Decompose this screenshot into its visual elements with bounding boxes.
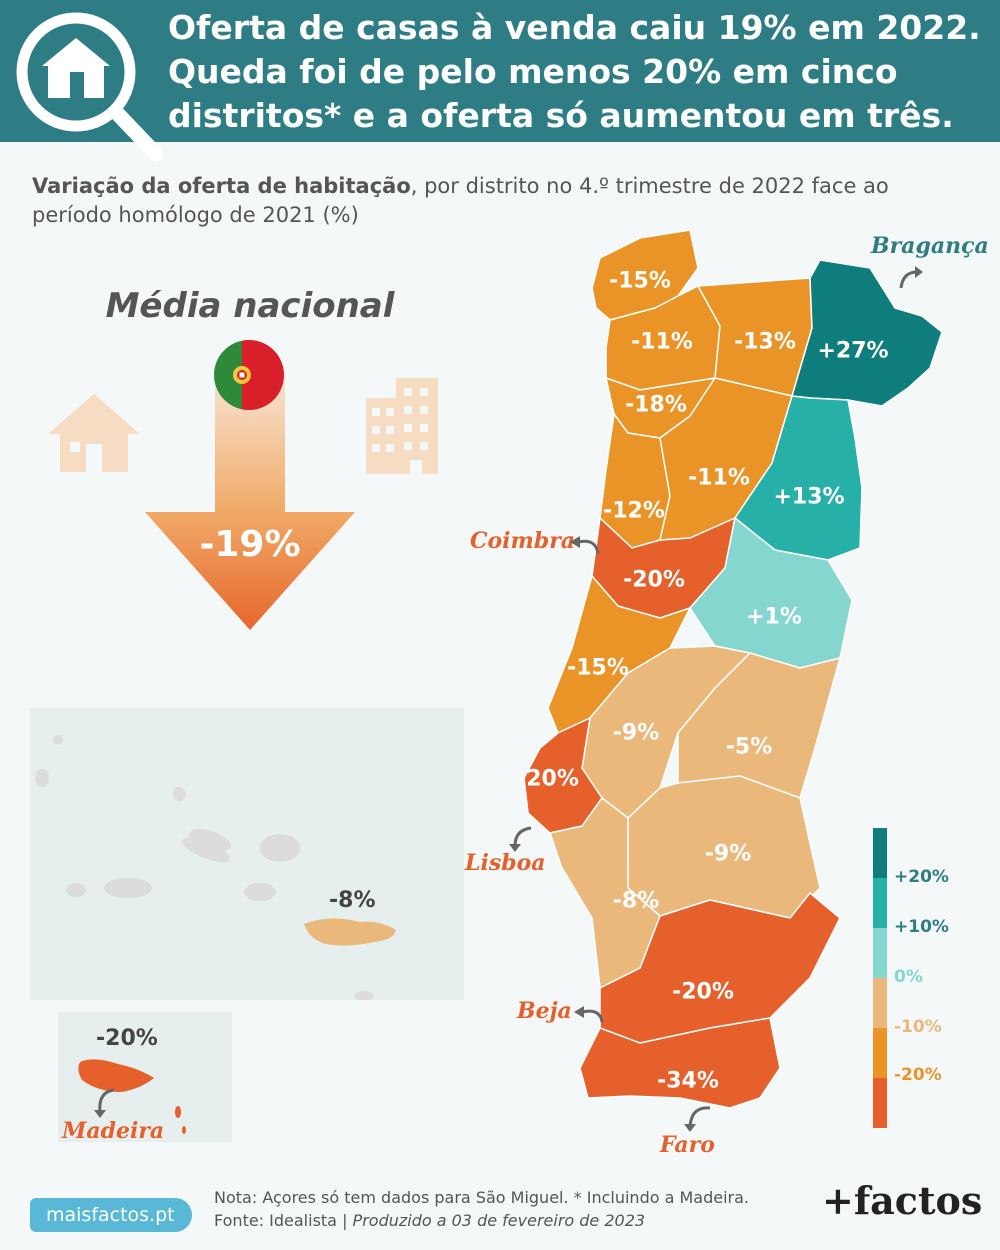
arrow-icon — [574, 1006, 604, 1023]
district-label-braga: -11% — [631, 329, 693, 355]
city-label-lisboa: Lisboa — [465, 850, 546, 876]
district-label-braganca: +27% — [817, 338, 889, 364]
district-label-setubal: -8% — [612, 888, 660, 914]
legend-swatch — [873, 978, 887, 1028]
arrow-icon — [899, 266, 923, 289]
city-label-faro: Faro — [660, 1132, 715, 1158]
district-label-leiria: -15% — [567, 655, 629, 681]
city-label-madeira: Madeira — [62, 1118, 165, 1144]
legend-label: -10% — [894, 1017, 942, 1037]
portugal-mainland-map — [523, 229, 943, 1109]
district-label-vila-real: -13% — [734, 329, 796, 355]
azores-value-label: -8% — [329, 888, 376, 913]
footer-note-line: Nota: Açores só tem dados para São Migue… — [214, 1188, 750, 1207]
header-title-line: Oferta de casas à venda caiu 19% em 2022… — [168, 8, 981, 47]
city-label-braganca: Bragança — [871, 233, 989, 259]
national-average-title: Média nacional — [105, 286, 395, 326]
district-label-porto: -18% — [625, 392, 687, 418]
site-badge-text: maisfactos.pt — [46, 1204, 175, 1226]
factos-logo: +factos — [822, 1178, 983, 1223]
district-label-evora: -9% — [704, 841, 752, 867]
header-title-line: Queda foi de pelo menos 20% em cinco — [168, 52, 898, 91]
sao-miguel-island — [304, 918, 396, 946]
district-label-coimbra: -20% — [623, 567, 685, 593]
madeira-inset: -20% — [58, 1012, 232, 1142]
district-label-viana-do-castelo: -15% — [609, 268, 671, 294]
house-icon — [48, 394, 140, 472]
arrow-icon — [509, 826, 532, 852]
legend-swatch — [873, 928, 887, 978]
house-search-icon — [16, 12, 164, 162]
district-label-faro: -34% — [657, 1068, 719, 1094]
azores-map — [35, 735, 396, 1000]
district-label-castelo-branco: +1% — [746, 604, 802, 630]
legend-swatch — [873, 1028, 887, 1078]
district-label-beja: -20% — [672, 979, 734, 1005]
footer-produced: Produzido a 03 de fevereiro de 2023 — [352, 1211, 646, 1230]
city-label-coimbra: Coimbra — [470, 528, 576, 554]
legend-label: 0% — [894, 967, 923, 987]
map-subtitle: Variação da oferta de habitação, por dis… — [32, 172, 972, 230]
site-badge[interactable]: maisfactos.pt — [30, 1198, 192, 1232]
legend-swatch — [873, 1078, 887, 1128]
national-average-value: -19% — [199, 524, 301, 565]
azores-inset: -8% — [30, 708, 464, 1000]
madeira-map — [78, 1059, 186, 1134]
legend-swatch — [873, 878, 887, 928]
legend-label: +10% — [894, 917, 949, 937]
district-label-lisboa: -20% — [517, 766, 579, 792]
arrow-icon — [684, 1106, 711, 1132]
header-title: Oferta de casas à venda caiu 19% em 2022… — [168, 6, 988, 138]
madeira-island — [78, 1059, 154, 1092]
district-label-portalegre: -5% — [725, 734, 773, 760]
footer-source: Fonte: Idealista | — [214, 1211, 353, 1230]
district-guarda — [734, 395, 863, 561]
color-legend — [873, 828, 887, 1128]
down-arrow — [145, 372, 355, 630]
district-faro — [579, 1017, 781, 1109]
city-label-beja: Beja — [517, 998, 572, 1024]
legend-label: +20% — [894, 867, 949, 887]
header-title-line: distritos* e a oferta só aumentou em trê… — [168, 96, 954, 135]
madeira-value-label: -20% — [96, 1026, 158, 1051]
district-label-guarda: +13% — [773, 484, 845, 510]
district-portalegre — [677, 652, 841, 799]
subtitle-bold: Variação da oferta de habitação — [32, 174, 411, 198]
portugal-flag-icon — [214, 340, 284, 410]
district-label-santarem: -9% — [612, 720, 660, 746]
footer-note: Nota: Açores só tem dados para São Migue… — [214, 1186, 834, 1232]
legend-label: -20% — [894, 1065, 942, 1085]
district-label-viseu: -11% — [688, 465, 750, 491]
subtitle-rest: , por distrito no 4.º trimestre de 2022 … — [32, 174, 889, 227]
district-label-aveiro: -12% — [603, 498, 665, 524]
arrow-icon — [570, 536, 600, 555]
header-banner: Oferta de casas à venda caiu 19% em 2022… — [0, 0, 1000, 162]
building-icon — [366, 378, 438, 474]
arrow-icon — [94, 1088, 115, 1118]
legend-swatch — [873, 828, 887, 878]
